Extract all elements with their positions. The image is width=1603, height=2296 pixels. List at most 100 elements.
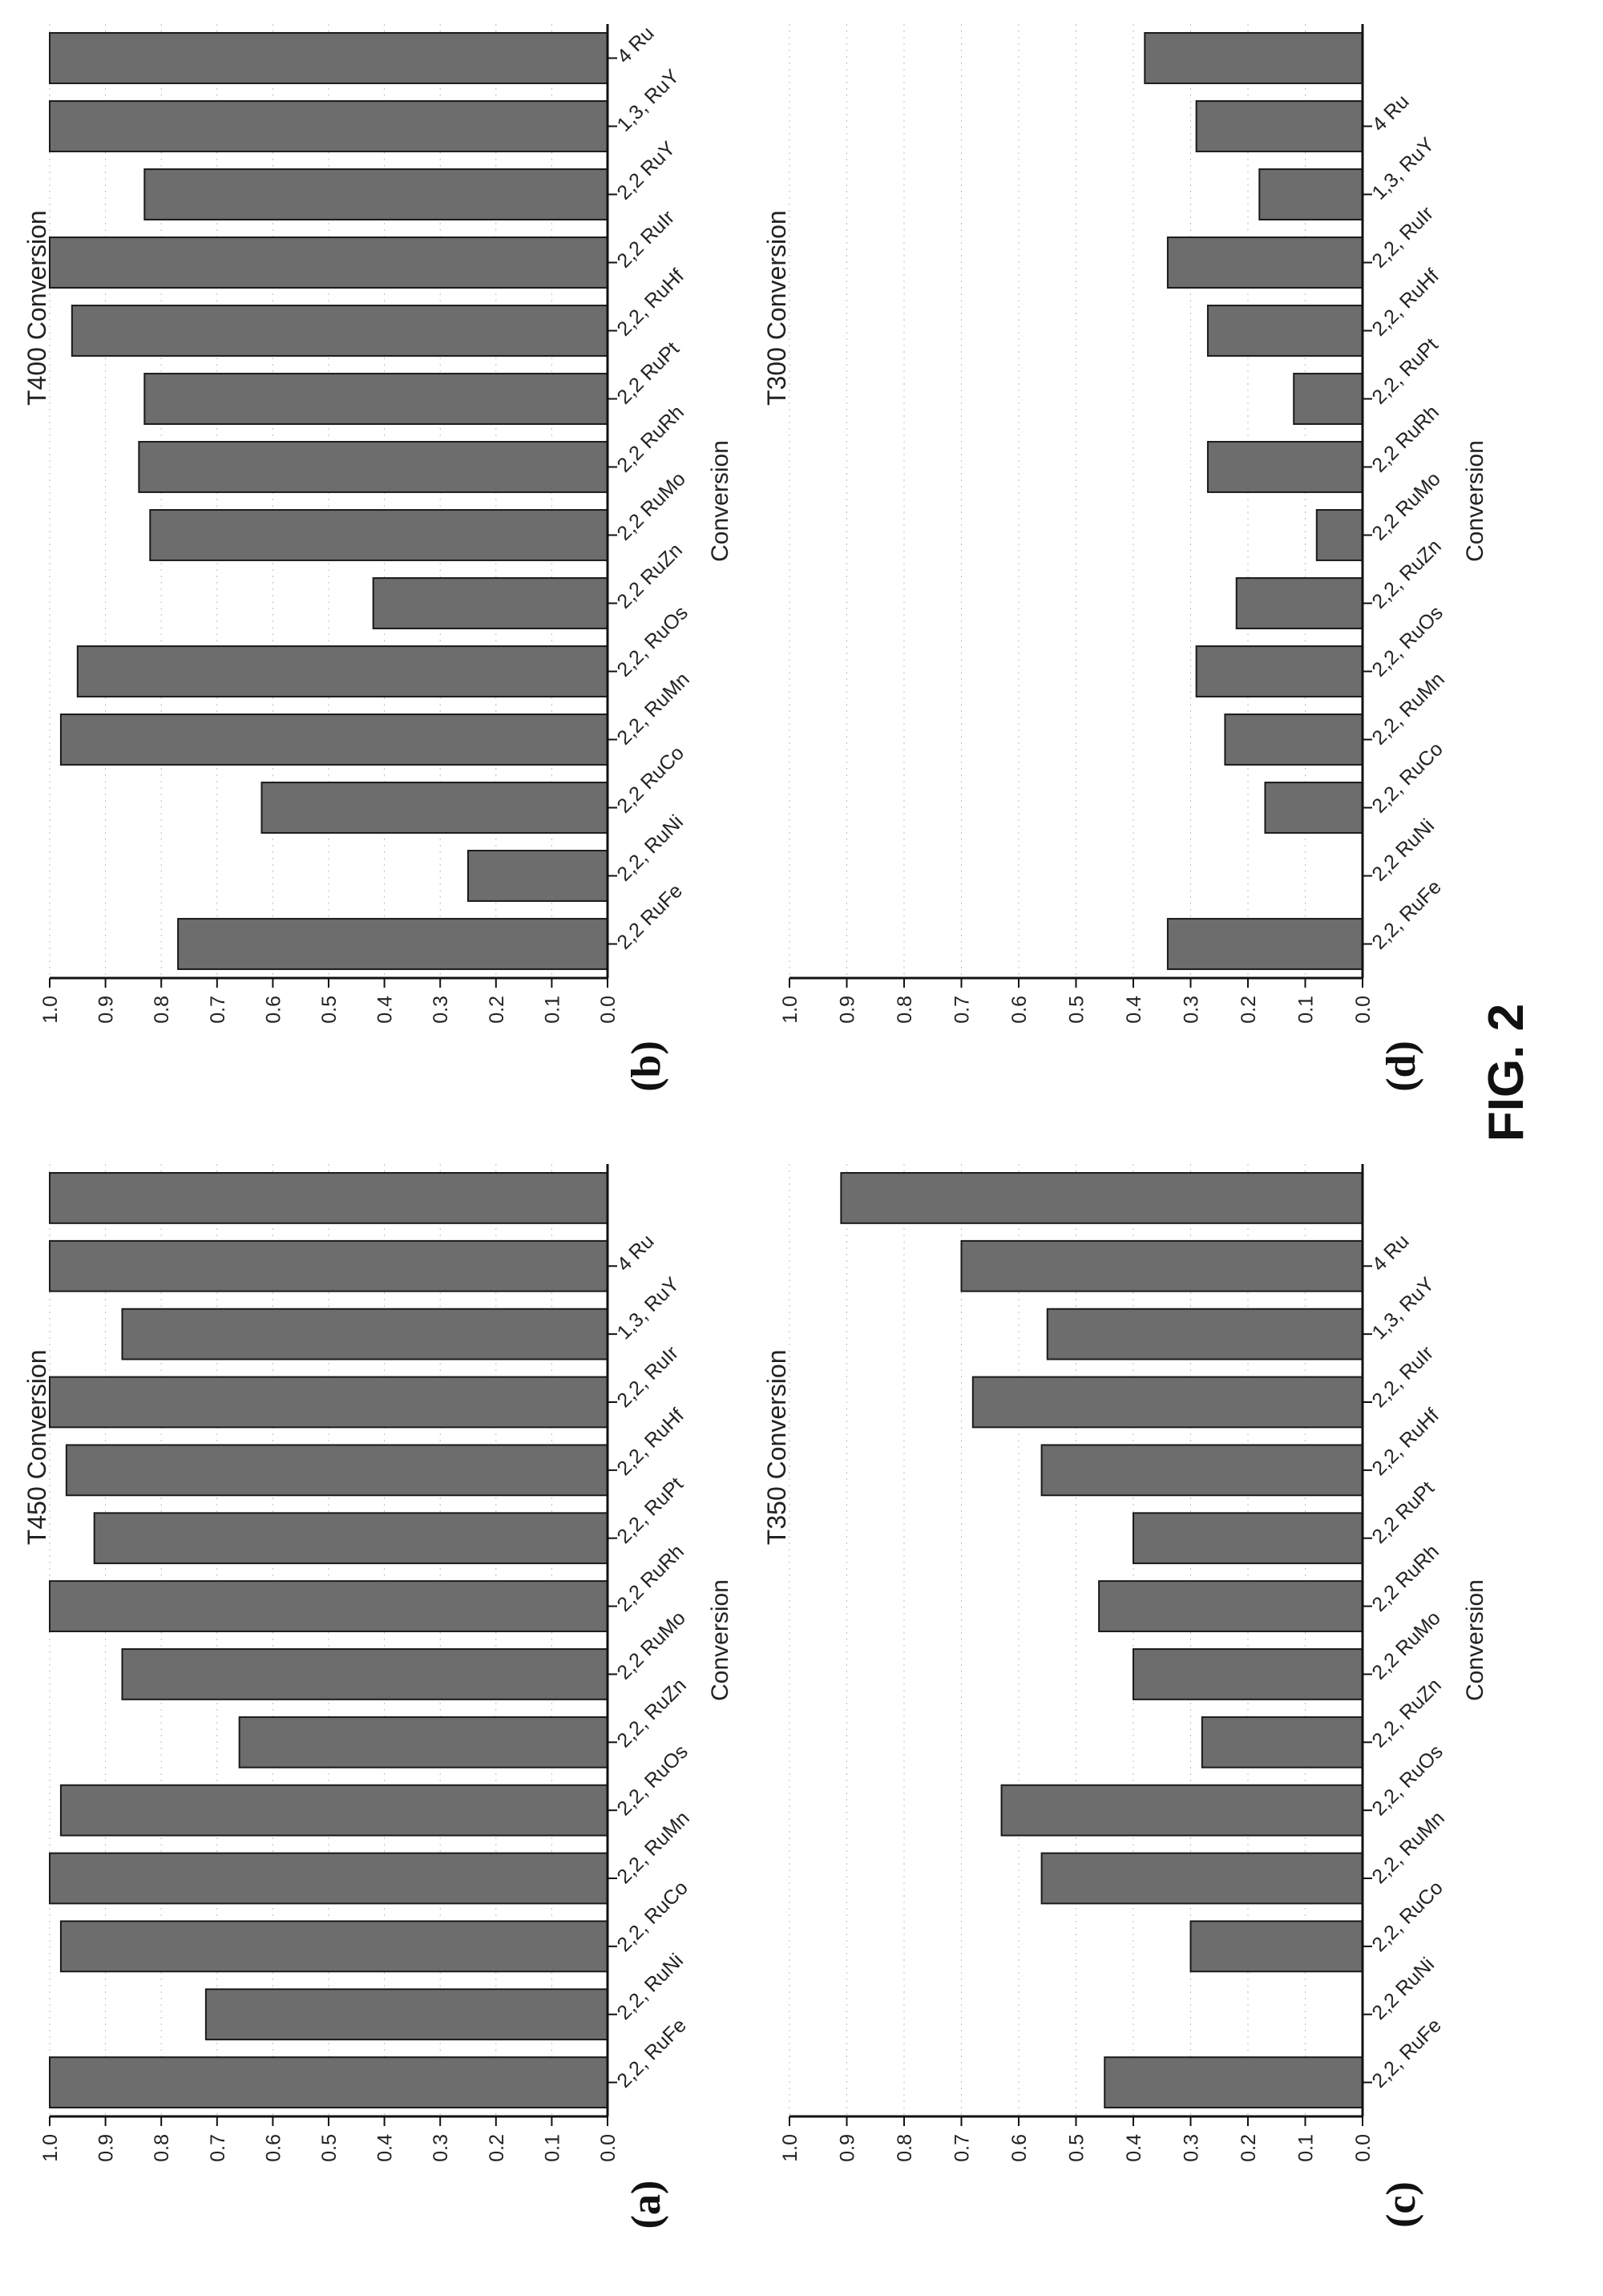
chart-panel-0: 0.0 0.1 0.2 0.3 0.4 0.5 0.6 0.7 0.8 0.9 1.0 2,2, Ru… — [22, 1164, 733, 2229]
bar — [960, 1239, 1363, 1292]
category-tick-label: 2,2 RuRh — [1367, 1540, 1443, 1615]
bar — [76, 645, 609, 697]
category-tick-label: 2,2, RuOs — [1367, 1740, 1447, 1820]
bar — [1000, 1784, 1364, 1837]
bar — [49, 1852, 608, 1905]
bar — [1166, 236, 1364, 289]
bar — [204, 1988, 608, 2041]
value-tick-label: 0.8 — [151, 2134, 173, 2162]
bar — [1144, 32, 1364, 84]
category-tick-label: 2,2, RuIr — [1367, 1342, 1438, 1413]
category-tick-label: 2,2 RuIr — [612, 206, 679, 273]
value-tick-label: 0.4 — [374, 996, 397, 1024]
bar — [1046, 1308, 1363, 1360]
bar — [1166, 918, 1364, 970]
bar — [971, 1376, 1364, 1429]
bar — [149, 509, 608, 561]
y-axis-label: Conversion — [707, 440, 733, 562]
bar — [49, 2056, 608, 2108]
category-tick-label: 2,2, RuOs — [612, 1740, 692, 1820]
category-tick-label: 2,2, RuCo — [1367, 738, 1447, 817]
bar — [138, 441, 609, 493]
bar — [1224, 713, 1364, 766]
bar — [1293, 373, 1363, 425]
panel-title: T350 Conversion — [762, 1350, 791, 1546]
category-tick-label: 2,2 RuRh — [612, 1540, 688, 1615]
bar — [49, 100, 608, 152]
figure-label: FIG. 2 — [1479, 1004, 1534, 1142]
y-axis-label: Conversion — [1462, 440, 1488, 562]
y-axis-label: Conversion — [707, 1579, 733, 1701]
value-tick-label: 0.5 — [1066, 996, 1088, 1024]
bar — [260, 782, 608, 834]
value-tick-label: 0.4 — [1123, 996, 1145, 1024]
chart-panel-3: 0.0 0.1 0.2 0.3 0.4 0.5 0.6 0.7 0.8 0.9 1.0 2,2, Ru… — [762, 24, 1488, 1092]
value-tick-label: 0.0 — [1352, 996, 1375, 1024]
category-tick-label: 2,2, RuMn — [612, 668, 693, 749]
category-tick-label: 2,2 RuY — [612, 137, 680, 204]
category-tick-label: 2,2, RuNi — [612, 1949, 687, 2023]
category-tick-label: 2,2, RuFe — [1367, 875, 1445, 953]
value-tick-label: 1.0 — [39, 996, 62, 1024]
bar — [121, 1308, 609, 1360]
bar — [59, 1784, 609, 1837]
bar — [1040, 1444, 1363, 1497]
category-tick-label: 2,2 RuMo — [1367, 467, 1444, 544]
bar — [1235, 577, 1363, 629]
value-tick-label: 0.1 — [1295, 2134, 1318, 2162]
bar — [1098, 1580, 1363, 1632]
bar — [1195, 645, 1364, 697]
category-tick-label: 2,2, RuFe — [612, 2014, 690, 2092]
category-tick-label: 2,2 RuFe — [612, 879, 687, 954]
bar — [1258, 168, 1364, 220]
chart-panel-1: 0.0 0.1 0.2 0.3 0.4 0.5 0.6 0.7 0.8 0.9 1.0 2,2 RuF… — [22, 22, 733, 1092]
bar — [1264, 782, 1363, 834]
bar — [143, 168, 608, 220]
panel-label: (b) — [624, 1041, 669, 1092]
panel-title: T450 Conversion — [22, 1350, 51, 1546]
bar — [71, 305, 608, 357]
category-tick-label: 2,2, RuCo — [612, 1877, 692, 1956]
category-tick-label: 1,3, RuY — [1367, 1273, 1439, 1344]
bar — [1195, 100, 1364, 152]
category-tick-label: 2,2, RuHf — [1367, 1405, 1444, 1481]
bar — [49, 236, 608, 289]
bar — [238, 1716, 608, 1768]
category-tick-label: 2,2, RuCo — [1367, 1877, 1447, 1956]
category-tick-label: 2,2 RuRh — [1367, 401, 1443, 476]
value-tick-label: 0.0 — [597, 996, 620, 1024]
category-tick-label: 2,2, RuOs — [1367, 601, 1447, 681]
category-tick-label: 2,2, RuMn — [612, 1807, 693, 1888]
value-tick-label: 0.2 — [1238, 996, 1260, 1024]
bar — [1133, 1512, 1363, 1565]
value-tick-label: 0.1 — [541, 996, 563, 1024]
chart-panel-2: 0.0 0.1 0.2 0.3 0.4 0.5 0.6 0.7 0.8 0.9 1.0 2,2, Ru… — [762, 1164, 1488, 2228]
value-tick-label: 0.8 — [151, 996, 173, 1024]
category-tick-label: 1,3, RuY — [1367, 133, 1439, 204]
bar — [467, 850, 608, 902]
bar — [49, 1580, 608, 1632]
category-tick-label: 2,2 RuMo — [612, 467, 689, 544]
bar — [840, 1172, 1363, 1224]
value-tick-label: 0.3 — [430, 2134, 452, 2162]
panel-label: (c) — [1379, 2181, 1424, 2228]
bar — [49, 1239, 608, 1292]
category-tick-label: 2,2 RuRh — [612, 401, 688, 476]
value-tick-label: 1.0 — [779, 996, 802, 1024]
bar — [59, 713, 609, 766]
category-tick-label: 2,2 RuMo — [612, 1607, 689, 1684]
value-tick-label: 0.6 — [262, 996, 285, 1024]
value-tick-label: 0.6 — [1008, 996, 1031, 1024]
category-tick-label: 2,2, RuNi — [612, 810, 687, 885]
bar — [49, 1376, 608, 1429]
category-tick-label: 2,2, RuMn — [1367, 1807, 1448, 1888]
bar — [1315, 509, 1364, 561]
category-tick-label: 2,2 RuPt — [1367, 1477, 1439, 1548]
value-tick-label: 0.3 — [1181, 2134, 1203, 2162]
bar — [1201, 1716, 1364, 1768]
value-tick-label: 0.7 — [207, 2134, 229, 2162]
y-axis-label: Conversion — [1462, 1579, 1488, 1701]
category-tick-label: 2,2, RuFe — [1367, 2014, 1445, 2092]
value-tick-label: 0.4 — [374, 2134, 397, 2162]
panel-label: (a) — [624, 2181, 669, 2229]
